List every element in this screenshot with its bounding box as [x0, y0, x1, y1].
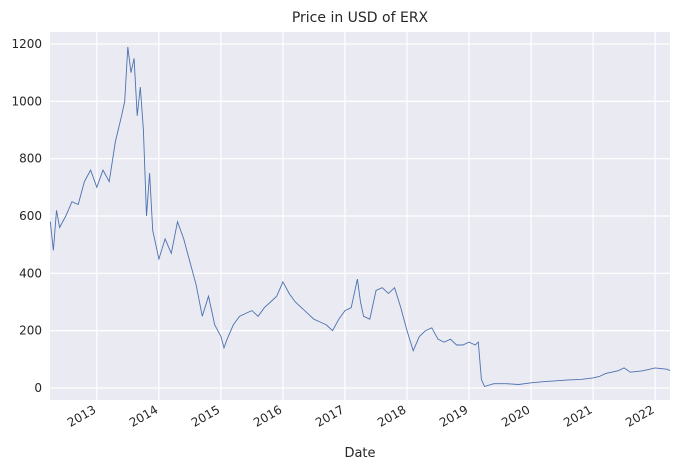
chart-title: Price in USD of ERX: [292, 10, 429, 26]
price-line: [49, 46, 671, 388]
x-tick-label: 2015: [189, 402, 222, 429]
y-tick-label: 0: [34, 381, 42, 395]
x-tick-label: 2016: [251, 402, 284, 429]
x-tick-label: 2017: [313, 402, 346, 429]
y-tick-label: 200: [19, 324, 42, 338]
x-axis-label: Date: [344, 446, 375, 461]
x-tick-label: 2019: [437, 402, 470, 429]
x-tick-label: 2018: [375, 402, 408, 429]
y-tick-label: 600: [19, 209, 42, 223]
y-tick-label: 1200: [11, 37, 42, 51]
y-tick-label: 800: [19, 152, 42, 166]
x-tick-label: 2020: [499, 402, 532, 429]
x-tick-label: 2021: [561, 402, 594, 429]
x-tick-label: 2013: [65, 402, 98, 429]
x-tick-label: 2022: [623, 402, 656, 429]
x-tick-label: 2014: [127, 402, 160, 429]
y-tick-label: 1000: [11, 94, 42, 108]
y-tick-label: 400: [19, 266, 42, 280]
